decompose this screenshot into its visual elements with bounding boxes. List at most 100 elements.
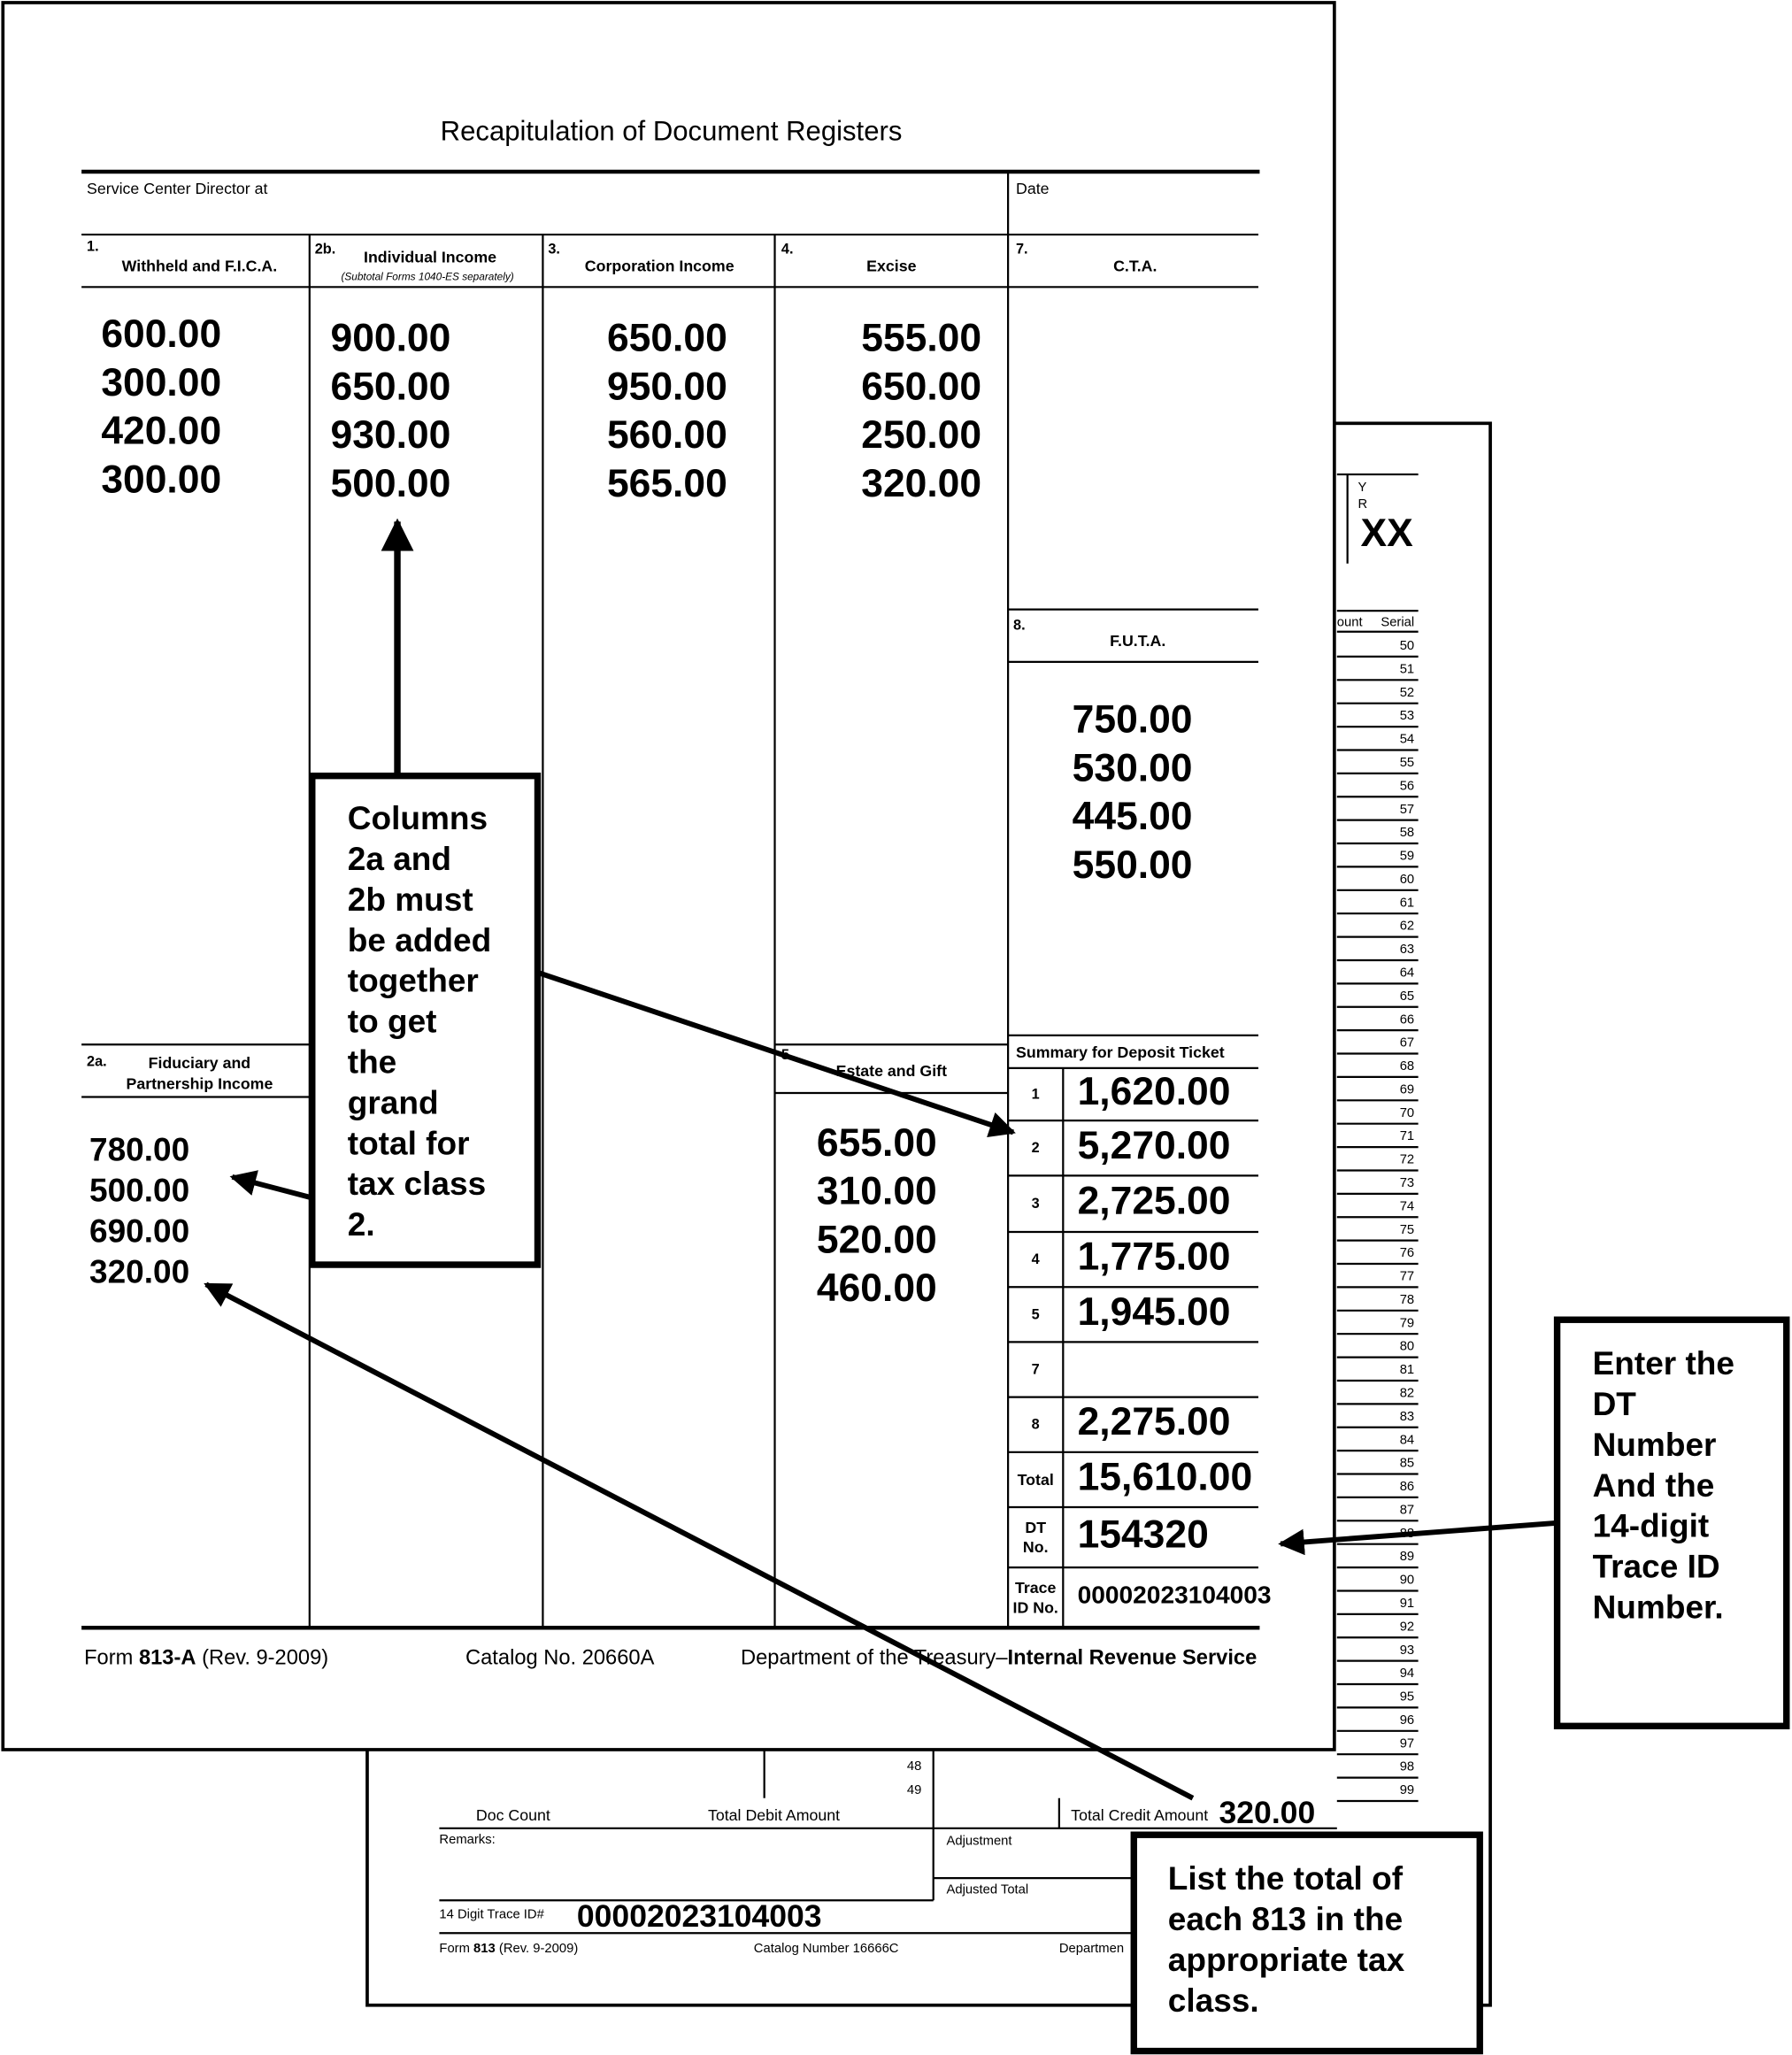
amount: 320.00 [861, 462, 981, 505]
field-label: Date [1016, 180, 1050, 197]
footer: Form 813-A (Rev. 9-2009) [84, 1646, 328, 1669]
front-form: Recapitulation of Document Registers Ser… [1, 1, 1336, 1751]
amount: 320.00 [89, 1252, 189, 1289]
amount: 565.00 [607, 462, 727, 505]
serial-number: 92 [1400, 1620, 1414, 1634]
column-label: Corporation Income [585, 258, 734, 275]
row-label: 3 [1032, 1196, 1040, 1212]
callout-text: the [348, 1043, 397, 1081]
serial-number: 81 [1400, 1363, 1414, 1377]
field-label: Service Center Director at [87, 180, 267, 197]
column-number: 1. [87, 238, 99, 254]
callout-text: Enter the [1593, 1344, 1734, 1382]
footer-part: Form [84, 1646, 133, 1669]
serial-number: 82 [1400, 1387, 1414, 1401]
footer-part: 813-A [139, 1646, 196, 1669]
column-label: C.T.A. [1113, 258, 1157, 275]
column-number: 2b. [315, 241, 336, 257]
amount: 300.00 [101, 361, 221, 404]
serial-number: 84 [1400, 1433, 1414, 1447]
serial-number: 57 [1400, 803, 1414, 817]
summary-amount: 2,275.00 [1078, 1400, 1231, 1443]
summary-amount: 2,725.00 [1078, 1180, 1231, 1223]
column-label: Fiduciary and [149, 1054, 251, 1072]
footer-part: Form [439, 1942, 470, 1956]
row-label: 5 [1032, 1306, 1040, 1322]
amount: 520.00 [817, 1218, 937, 1261]
column-label: F.U.T.A. [1110, 632, 1165, 650]
amount: 555.00 [861, 317, 981, 360]
callout-text: Number [1593, 1426, 1717, 1463]
field-label: Remarks: [439, 1833, 495, 1847]
amount: 560.00 [607, 413, 727, 457]
footer-part: (Rev. 9-2009) [499, 1942, 578, 1956]
callout-box [1553, 1316, 1790, 1730]
callout-text: 2a and [348, 840, 451, 877]
column-number: 7. [1016, 241, 1028, 257]
field-value: 00002023104003 [577, 1898, 822, 1934]
callout-text: 2. [348, 1205, 375, 1243]
serial-number: 97 [1400, 1736, 1414, 1751]
serial-number: 64 [1400, 966, 1414, 981]
serial-number: 93 [1400, 1643, 1414, 1658]
yr-value: XX [1360, 512, 1413, 555]
callout-text: Trace ID [1593, 1548, 1720, 1585]
amount: 900.00 [331, 317, 451, 360]
amount: 690.00 [89, 1212, 189, 1250]
callout-text: DT [1593, 1385, 1637, 1422]
callout-box [1130, 1831, 1483, 2055]
serial-number: 70 [1400, 1106, 1414, 1120]
serial-number: 62 [1400, 920, 1414, 934]
callout-text: tax class [348, 1165, 486, 1202]
row-label: Trace [1015, 1579, 1057, 1597]
row-label: 2 [1032, 1140, 1040, 1156]
yr-label: Y [1358, 481, 1367, 495]
footer-part: Department of the Treasury– [741, 1646, 1008, 1669]
row-label: DT [1025, 1519, 1046, 1536]
serial-number: 61 [1400, 896, 1414, 910]
serial-number: 74 [1400, 1199, 1414, 1213]
arrow [1278, 1520, 1557, 1556]
field-label: Doc Count [476, 1806, 550, 1824]
column-number: 3. [548, 241, 560, 257]
callout-text: be added [348, 921, 492, 958]
serial-number: 56 [1400, 779, 1414, 793]
serial-number: 83 [1400, 1410, 1414, 1424]
serial-number: 68 [1400, 1059, 1414, 1074]
amount: 930.00 [331, 413, 451, 457]
amount: 310.00 [817, 1170, 937, 1213]
column-header: ount [1337, 615, 1363, 629]
field-value: 320.00 [1219, 1795, 1316, 1830]
row-label: 1 [1032, 1087, 1040, 1103]
amount: 655.00 [817, 1121, 937, 1165]
callout-text: appropriate tax [1168, 1941, 1405, 1978]
serial-number: 87 [1400, 1503, 1414, 1517]
serial-number: 58 [1400, 826, 1414, 840]
serial-number: 94 [1400, 1666, 1414, 1681]
serial-number: 69 [1400, 1082, 1414, 1097]
row-number: 48 [907, 1759, 921, 1774]
column-label: Excise [866, 258, 916, 275]
callout-text: Columns [348, 799, 488, 836]
row-label: Total [1018, 1471, 1054, 1489]
column-subtitle: (Subtotal Forms 1040-ES separately) [341, 270, 513, 282]
serial-number: 96 [1400, 1713, 1414, 1728]
serial-number: 65 [1400, 989, 1414, 1004]
field-label: Total Credit Amount [1071, 1806, 1208, 1824]
callout-text: Number. [1593, 1589, 1724, 1626]
amount: 650.00 [607, 317, 727, 360]
arrow [229, 1170, 313, 1201]
callout-text: 2b must [348, 881, 473, 918]
serial-number: 67 [1400, 1036, 1414, 1051]
summary-amount: 15,610.00 [1078, 1455, 1253, 1498]
serial-number: 79 [1400, 1316, 1414, 1330]
callout-text: And the [1593, 1466, 1715, 1504]
footer: Department of the Treasury–Internal Reve… [741, 1646, 1257, 1669]
serial-number: 59 [1400, 850, 1414, 864]
serial-number: 85 [1400, 1457, 1414, 1471]
serial-number: 95 [1400, 1690, 1414, 1705]
serial-number: 51 [1400, 662, 1414, 676]
callout-box [309, 772, 542, 1268]
summary-amount: 1,775.00 [1078, 1235, 1231, 1279]
